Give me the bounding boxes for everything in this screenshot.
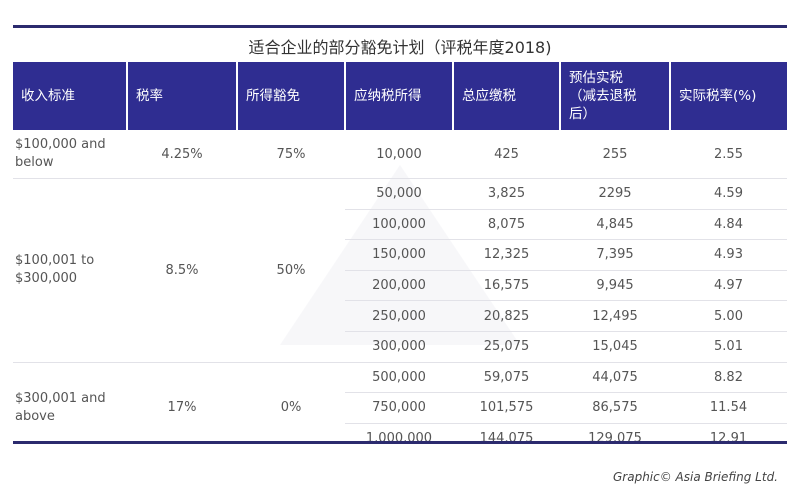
estimated-tax: 4,845 bbox=[560, 208, 670, 240]
taxable-income: 10,000 bbox=[376, 146, 422, 162]
table-row: 150,000 12,325 7,395 4.93 bbox=[13, 239, 787, 271]
effective-rate: 12.91 bbox=[670, 422, 787, 454]
exemption: 50% bbox=[237, 178, 345, 363]
tax-rate: 4.25% bbox=[161, 146, 203, 162]
estimated-tax: 129,075 bbox=[560, 422, 670, 454]
exemption: 75% bbox=[276, 146, 306, 162]
taxable-income: 1,000,000 bbox=[345, 422, 453, 454]
table-row: 250,000 20,825 12,495 5.00 bbox=[13, 300, 787, 332]
effective-rate: 5.01 bbox=[670, 330, 787, 363]
estimated-tax: 15,045 bbox=[560, 330, 670, 363]
effective-rate: 2.55 bbox=[714, 146, 743, 162]
tax-rate: 8.5% bbox=[127, 178, 237, 363]
estimated-tax: 12,495 bbox=[560, 300, 670, 332]
table-row: 200,000 16,575 9,945 4.97 bbox=[13, 269, 787, 301]
estimated-tax: 2295 bbox=[560, 178, 670, 210]
top-rule bbox=[13, 25, 787, 28]
total-tax: 144,075 bbox=[453, 422, 560, 454]
estimated-tax: 86,575 bbox=[560, 392, 670, 424]
estimated-tax: 7,395 bbox=[560, 239, 670, 271]
income-bracket: $100,001 to $300,000 bbox=[13, 178, 127, 363]
effective-rate: 4.97 bbox=[670, 269, 787, 301]
total-tax: 16,575 bbox=[453, 269, 560, 301]
income-bracket: $100,000 and below bbox=[15, 137, 106, 170]
total-tax: 101,575 bbox=[453, 392, 560, 424]
tax-rate: 17% bbox=[127, 361, 237, 454]
table-row: 300,000 25,075 15,045 5.01 bbox=[13, 330, 787, 363]
column-header: 预估实税（减去退税后） bbox=[559, 62, 670, 130]
income-bracket: $300,001 and above bbox=[13, 361, 127, 454]
table-row: $100,001 to $300,000 8.5% 50% 50,000 3,825 22… bbox=[13, 178, 787, 363]
taxable-income: 300,000 bbox=[345, 330, 453, 363]
table-row: $300,001 and above 17% 0% 500,000 59,075 44,0… bbox=[13, 361, 787, 454]
total-tax: 3,825 bbox=[453, 178, 560, 210]
header-row: 收入标准 税率 所得豁免 应纳税所得 总应缴税 预估实税（减去退税后） 实际税率(%) bbox=[13, 62, 787, 130]
taxable-income: 750,000 bbox=[345, 392, 453, 424]
tax-table: 收入标准 税率 所得豁免 应纳税所得 总应缴税 预估实税（减去退税后） 实际税率(%) $1… bbox=[13, 62, 787, 454]
column-header: 应纳税所得 bbox=[344, 62, 453, 130]
table-row: 750,000 101,575 86,575 11.54 bbox=[13, 392, 787, 424]
total-tax: 20,825 bbox=[453, 300, 560, 332]
table-title: 适合企业的部分豁免计划（评税年度2018) bbox=[248, 38, 552, 57]
taxable-income: 150,000 bbox=[345, 239, 453, 271]
exemption: 0% bbox=[237, 361, 345, 454]
effective-rate: 4.84 bbox=[670, 208, 787, 240]
estimated-tax: 255 bbox=[602, 146, 628, 162]
estimated-tax: 44,075 bbox=[560, 361, 670, 393]
column-header: 实际税率(%) bbox=[669, 62, 787, 130]
effective-rate: 11.54 bbox=[670, 392, 787, 424]
total-tax: 8,075 bbox=[453, 208, 560, 240]
taxable-income: 100,000 bbox=[345, 208, 453, 240]
effective-rate: 8.82 bbox=[670, 361, 787, 393]
total-tax: 12,325 bbox=[453, 239, 560, 271]
effective-rate: 4.93 bbox=[670, 239, 787, 271]
taxable-income: 200,000 bbox=[345, 269, 453, 301]
column-header: 收入标准 bbox=[13, 62, 127, 130]
column-header: 所得豁免 bbox=[236, 62, 345, 130]
total-tax: 59,075 bbox=[453, 361, 560, 393]
bottom-rule bbox=[13, 441, 787, 444]
credit: Graphic© Asia Briefing Ltd. bbox=[612, 470, 778, 484]
total-tax: 25,075 bbox=[453, 330, 560, 363]
effective-rate: 5.00 bbox=[670, 300, 787, 332]
column-header: 总应缴税 bbox=[452, 62, 560, 130]
total-tax: 425 bbox=[494, 146, 519, 162]
estimated-tax: 9,945 bbox=[560, 269, 670, 301]
table-row: $100,000 and below 4.25% 75% 10,000 425 255 2.… bbox=[13, 130, 787, 179]
effective-rate: 4.59 bbox=[670, 178, 787, 210]
taxable-income: 500,000 bbox=[345, 361, 453, 393]
column-header: 税率 bbox=[126, 62, 237, 130]
table-row: 100,000 8,075 4,845 4.84 bbox=[13, 208, 787, 240]
taxable-income: 250,000 bbox=[345, 300, 453, 332]
taxable-income: 50,000 bbox=[345, 178, 453, 210]
